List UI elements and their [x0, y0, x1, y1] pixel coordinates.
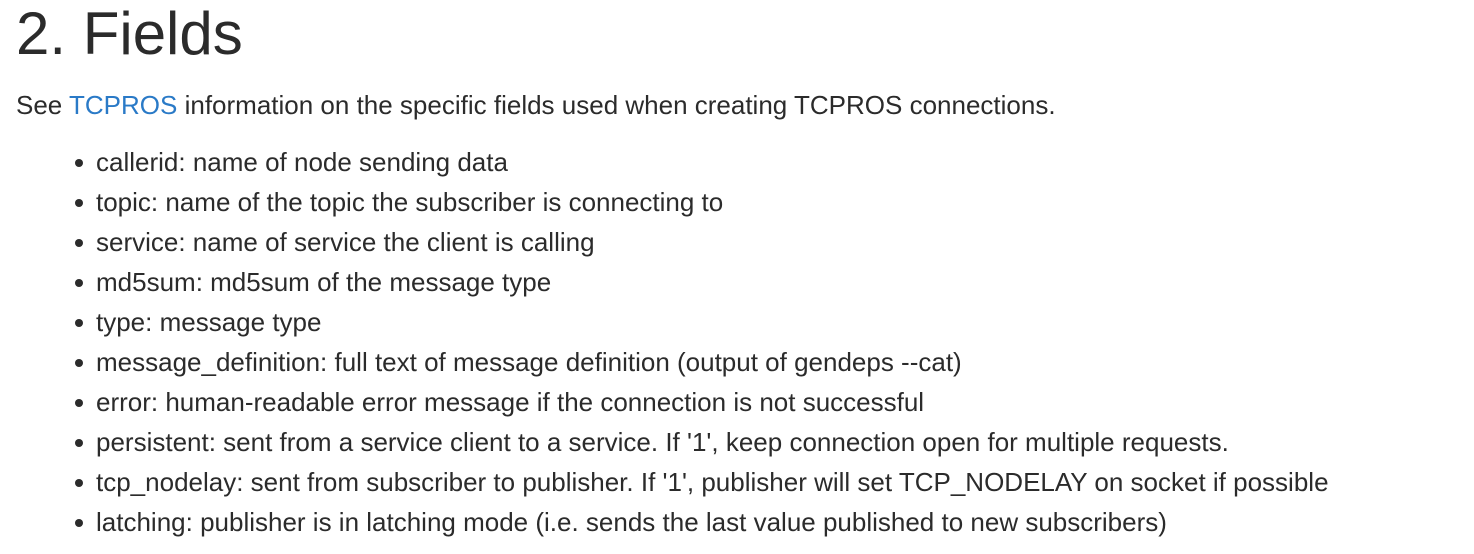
- fields-list: callerid: name of node sending data topi…: [16, 142, 1466, 542]
- list-item-latching: latching: publisher is in latching mode …: [75, 502, 1466, 542]
- bullet-icon: [75, 159, 83, 167]
- bullet-icon: [75, 199, 83, 207]
- list-item-text: error: human-readable error message if t…: [96, 387, 925, 417]
- list-item-text: md5sum: md5sum of the message type: [96, 267, 552, 297]
- intro-paragraph: See TCPROS information on the specific f…: [16, 88, 1466, 122]
- bullet-icon: [75, 399, 83, 407]
- list-item-service: service: name of service the client is c…: [75, 222, 1466, 262]
- tcpros-link[interactable]: TCPROS: [69, 90, 178, 120]
- list-item-persistent: persistent: sent from a service client t…: [75, 422, 1466, 462]
- list-item-type: type: message type: [75, 302, 1466, 342]
- list-item-text: message_definition: full text of message…: [96, 347, 962, 377]
- intro-suffix: information on the specific fields used …: [177, 90, 1056, 120]
- fields-section: 2. Fields See TCPROS information on the …: [16, 0, 1466, 542]
- bullet-icon: [75, 359, 83, 367]
- list-item-text: topic: name of the topic the subscriber …: [96, 187, 724, 217]
- list-item-text: callerid: name of node sending data: [96, 147, 508, 177]
- list-item-topic: topic: name of the topic the subscriber …: [75, 182, 1466, 222]
- list-item-md5sum: md5sum: md5sum of the message type: [75, 262, 1466, 302]
- list-item-text: latching: publisher is in latching mode …: [96, 507, 1167, 537]
- bullet-icon: [75, 279, 83, 287]
- list-item-text: persistent: sent from a service client t…: [96, 427, 1229, 457]
- list-item-text: tcp_nodelay: sent from subscriber to pub…: [96, 467, 1329, 497]
- bullet-icon: [75, 479, 83, 487]
- bullet-icon: [75, 239, 83, 247]
- intro-prefix: See: [16, 90, 70, 120]
- list-item-text: service: name of service the client is c…: [96, 227, 595, 257]
- list-item-tcp-nodelay: tcp_nodelay: sent from subscriber to pub…: [75, 462, 1466, 502]
- section-heading: 2. Fields: [16, 0, 243, 67]
- bullet-icon: [75, 319, 83, 327]
- bullet-icon: [75, 439, 83, 447]
- bullet-icon: [75, 519, 83, 527]
- list-item-error: error: human-readable error message if t…: [75, 382, 1466, 422]
- list-item-callerid: callerid: name of node sending data: [75, 142, 1466, 182]
- list-item-message-definition: message_definition: full text of message…: [75, 342, 1466, 382]
- list-item-text: type: message type: [96, 307, 322, 337]
